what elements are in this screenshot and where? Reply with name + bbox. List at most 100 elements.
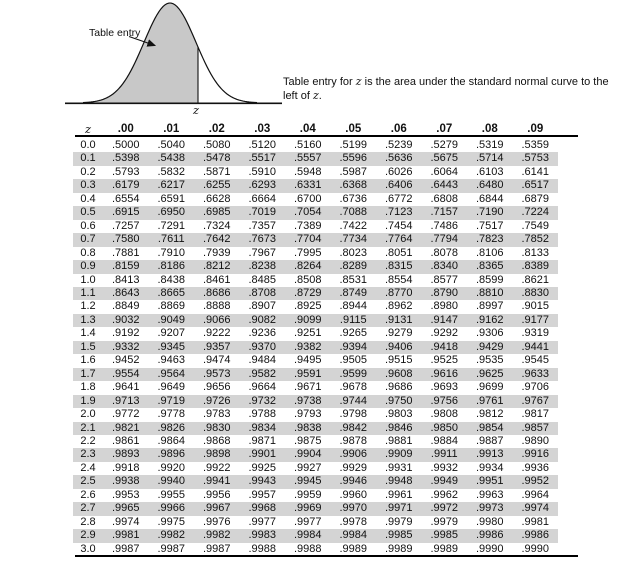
probability-cell: .9495	[293, 354, 322, 367]
probability-cell: .5832	[157, 165, 186, 178]
probability-cell: .6915	[111, 206, 140, 219]
column-header: .06	[390, 123, 407, 135]
probability-cell: .9582	[248, 367, 277, 380]
probability-cell: .9382	[293, 340, 322, 353]
caption-text: .	[318, 90, 322, 102]
probability-cell: .9633	[521, 367, 550, 380]
probability-cell: .9463	[157, 354, 186, 367]
column-header: .02	[208, 123, 225, 135]
z-row-label: 1.5	[80, 340, 96, 353]
probability-cell: .8849	[111, 300, 140, 313]
probability-cell: .8962	[384, 300, 413, 313]
probability-cell: .9893	[111, 448, 140, 461]
probability-cell: .9931	[384, 461, 413, 474]
probability-cell: .9985	[384, 529, 413, 542]
table-row: 1.0 .8413 .8438 .8461 .8485 .8508 .8531 .8554 .8…	[73, 274, 558, 287]
probability-cell: .9990	[475, 542, 504, 555]
probability-cell: .6950	[157, 206, 186, 219]
z-row-label: 1.7	[80, 367, 96, 380]
probability-cell: .5398	[111, 152, 140, 165]
probability-cell: .9830	[202, 421, 231, 434]
probability-cell: .9936	[521, 461, 550, 474]
probability-cell: .9846	[384, 421, 413, 434]
probability-cell: .9940	[157, 475, 186, 488]
table-row: 0.5 .6915 .6950 .6985 .7019 .7054 .7088 .7123 .7…	[73, 206, 558, 220]
probability-cell: .9887	[475, 434, 504, 447]
probability-cell: .9406	[384, 340, 413, 353]
z-row-label: 1.6	[80, 354, 96, 367]
probability-cell: .9953	[111, 488, 140, 501]
probability-cell: .9970	[339, 502, 368, 515]
caption-text: is the area under the standard normal cu…	[283, 76, 609, 102]
probability-cell: .8830	[521, 286, 550, 299]
probability-cell: .9976	[202, 515, 231, 528]
probability-cell: .5948	[293, 165, 322, 178]
probability-cell: .8485	[248, 273, 277, 286]
probability-cell: .9955	[157, 488, 186, 501]
z-row-label: 2.5	[80, 475, 96, 488]
probability-cell: .9812	[475, 408, 504, 421]
probability-cell: .9713	[111, 394, 140, 407]
probability-cell: .9896	[157, 448, 186, 461]
table-row: 0.4 .6554 .6591 .6628 .6664 .6700 .6736 .6772 .6…	[73, 193, 558, 206]
probability-cell: .7611	[157, 233, 185, 246]
probability-cell: .9861	[111, 434, 140, 447]
probability-cell: .9938	[111, 475, 140, 488]
z-row-label: 1.1	[80, 286, 96, 299]
probability-cell: .9868	[202, 434, 231, 447]
probability-cell: .9948	[384, 475, 413, 488]
probability-cell: .9625	[475, 367, 504, 380]
probability-cell: .9236	[248, 327, 277, 340]
probability-cell: .9965	[111, 502, 140, 515]
probability-cell: .6331	[293, 179, 322, 192]
probability-cell: .9975	[157, 515, 186, 528]
table-row: 1.6 .9452 .9463 .9474 .9484 .9495 .9505 .9515 .9…	[73, 354, 558, 367]
z-row-label: 0.2	[80, 165, 96, 178]
probability-cell: .9984	[293, 529, 322, 542]
probability-cell: .9842	[339, 421, 368, 434]
probability-cell: .9719	[157, 394, 186, 407]
probability-cell: .9279	[384, 327, 413, 340]
probability-cell: .9906	[339, 448, 368, 461]
probability-cell: .8599	[475, 273, 504, 286]
probability-cell: .8925	[293, 300, 322, 313]
probability-cell: .8212	[202, 260, 231, 273]
caption-z-symbol: z	[312, 89, 319, 102]
column-header: .00	[117, 123, 134, 135]
probability-cell: .5557	[293, 152, 322, 165]
table-row: 0.6 .7257 .7291 .7324 .7357 .7389 .7422 .7454 .7…	[73, 220, 558, 233]
probability-cell: .9147	[430, 313, 459, 326]
probability-cell: .9982	[202, 529, 231, 542]
probability-cell: .9966	[157, 502, 186, 515]
probability-cell: .9884	[430, 434, 459, 447]
z-row-label: 0.0	[80, 139, 96, 151]
probability-cell: .5987	[339, 165, 368, 178]
z-row-label: 1.8	[80, 381, 96, 394]
probability-cell: .9987	[111, 542, 140, 555]
probability-cell: .6772	[384, 192, 413, 205]
column-header: .08	[481, 123, 498, 135]
probability-cell: .9591	[293, 367, 322, 380]
probability-cell: .9826	[157, 421, 186, 434]
probability-cell: .9857	[521, 421, 550, 434]
column-header: .03	[254, 123, 271, 135]
probability-cell: .5040	[157, 139, 186, 151]
probability-cell: .8133	[521, 246, 550, 259]
probability-cell: .9484	[248, 354, 277, 367]
probability-cell: .9082	[248, 313, 277, 326]
probability-cell: .7224	[521, 206, 550, 219]
probability-cell: .9564	[157, 367, 186, 380]
table-row: 3.0 .9987 .9987 .9987 .9988 .9988 .9989 .9989 .9…	[73, 543, 558, 556]
shaded-area-left-of-z	[83, 3, 198, 104]
probability-cell: .7324	[202, 219, 231, 232]
probability-cell: .5080	[202, 139, 231, 151]
probability-cell: .9981	[111, 529, 140, 542]
probability-cell: .7939	[202, 246, 231, 259]
probability-cell: .9706	[521, 381, 550, 394]
probability-cell: .9573	[202, 367, 231, 380]
table-header-rule	[75, 135, 578, 137]
probability-cell: .9988	[248, 542, 277, 555]
table-bottom-rule	[75, 555, 578, 557]
column-header: .01	[163, 123, 180, 135]
probability-cell: .9971	[384, 502, 413, 515]
